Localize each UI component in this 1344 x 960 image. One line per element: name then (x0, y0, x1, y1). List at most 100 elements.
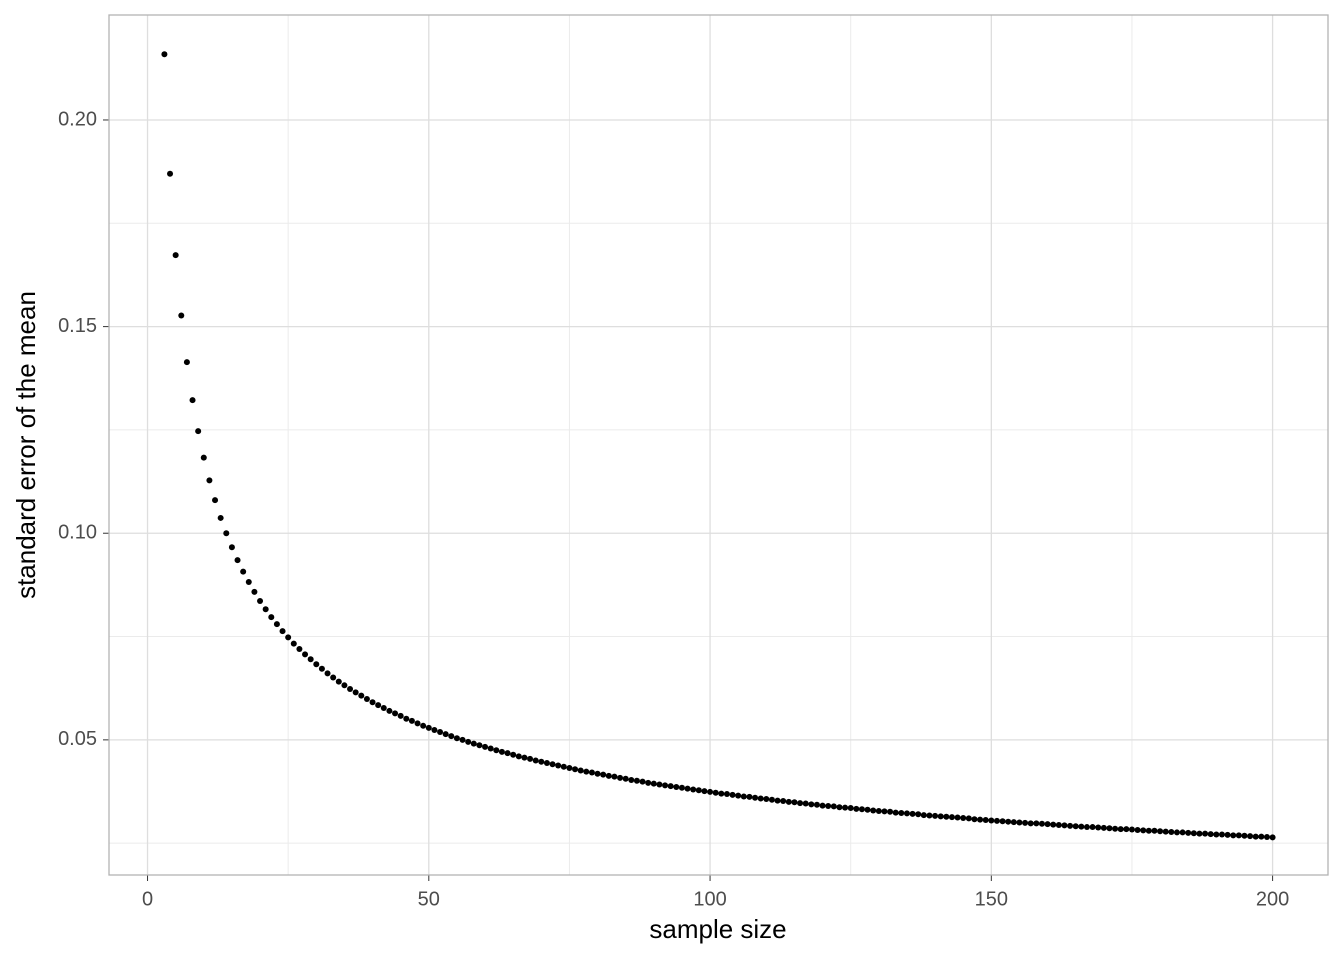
point (948, 814, 955, 821)
point (363, 695, 370, 702)
point (847, 805, 854, 812)
point (217, 514, 224, 521)
point (943, 813, 950, 820)
point (842, 804, 849, 811)
point (1207, 831, 1214, 838)
point (1134, 826, 1141, 833)
point (1128, 826, 1135, 833)
point (1106, 825, 1113, 832)
point (313, 661, 320, 668)
point (420, 722, 427, 729)
point (757, 795, 764, 802)
point (819, 802, 826, 809)
point (262, 606, 269, 613)
point (1196, 830, 1203, 837)
point (206, 477, 213, 484)
point (200, 454, 207, 461)
point (875, 807, 882, 814)
point (965, 815, 972, 822)
point (639, 778, 646, 785)
point (1022, 819, 1029, 826)
point (1173, 829, 1180, 836)
point (515, 753, 522, 760)
point (392, 710, 399, 717)
point (543, 760, 550, 767)
point (825, 802, 832, 809)
point (318, 665, 325, 672)
point (780, 798, 787, 805)
point (172, 252, 179, 259)
point (988, 817, 995, 824)
point (1168, 829, 1175, 836)
point (555, 762, 562, 769)
point (386, 707, 393, 714)
point (273, 621, 280, 628)
x-axis-title: sample size (649, 914, 786, 944)
point (1044, 821, 1051, 828)
point (645, 779, 652, 786)
point (903, 810, 910, 817)
point (504, 750, 511, 757)
point (448, 733, 455, 740)
point (1145, 827, 1152, 834)
point (465, 738, 472, 745)
point (330, 674, 337, 681)
point (1263, 833, 1270, 840)
point (1252, 833, 1259, 840)
point (932, 812, 939, 819)
point (212, 497, 219, 504)
point (1190, 830, 1197, 837)
point (1055, 821, 1062, 828)
point (1027, 820, 1034, 827)
point (735, 792, 742, 799)
point (538, 758, 545, 765)
point (887, 808, 894, 815)
point (335, 678, 342, 685)
point (1185, 829, 1192, 836)
point (667, 783, 674, 790)
point (1218, 831, 1225, 838)
point (656, 781, 663, 788)
point (836, 804, 843, 811)
point (1038, 820, 1045, 827)
point (768, 796, 775, 803)
point (183, 359, 190, 366)
point (1067, 822, 1074, 829)
point (167, 170, 174, 177)
point (223, 530, 230, 537)
point (482, 743, 489, 750)
point (245, 578, 252, 585)
point (662, 782, 669, 789)
point (431, 726, 438, 733)
point (707, 788, 714, 795)
point (684, 785, 691, 792)
point (594, 770, 601, 777)
point (982, 817, 989, 824)
point (414, 720, 421, 727)
point (549, 761, 556, 768)
point (583, 768, 590, 775)
point (498, 748, 505, 755)
point (740, 793, 747, 800)
point (611, 773, 618, 780)
point (228, 544, 235, 551)
point (729, 791, 736, 798)
point (470, 740, 477, 747)
x-tick-label: 50 (418, 888, 440, 910)
x-tick-label: 200 (1256, 888, 1289, 910)
point (307, 656, 314, 663)
point (1202, 830, 1209, 837)
point (977, 816, 984, 823)
point (521, 754, 528, 761)
point (673, 783, 680, 790)
point (347, 686, 354, 693)
point (296, 645, 303, 652)
point (240, 568, 247, 575)
point (251, 588, 258, 595)
point (290, 640, 297, 647)
point (527, 755, 534, 762)
point (493, 747, 500, 754)
point (268, 614, 275, 621)
point (279, 628, 286, 635)
point (1016, 819, 1023, 826)
